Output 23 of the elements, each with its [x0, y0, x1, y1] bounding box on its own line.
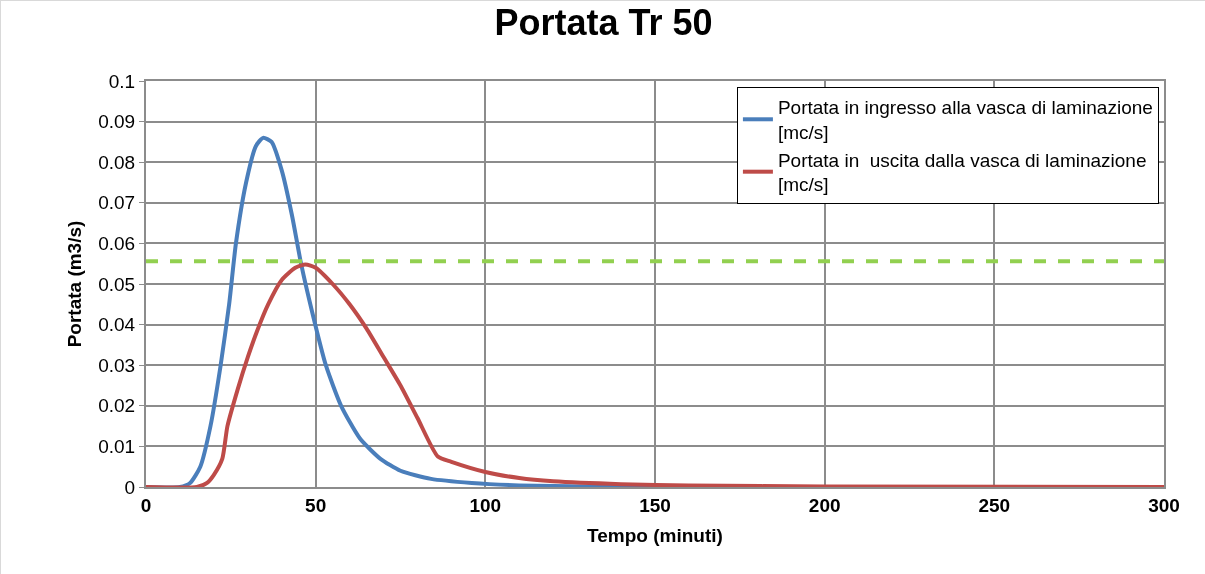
- y-tick-label: 0.05: [98, 273, 136, 295]
- chart-title: Portata Tr 50: [494, 1, 713, 43]
- x-tick-label: 150: [639, 494, 671, 516]
- y-tick-label: 0.09: [98, 111, 136, 133]
- y-tick-label: 0.01: [98, 436, 136, 458]
- legend-label: Portata in ingresso alla vasca di laminazione [mc/s]: [777, 97, 1153, 144]
- x-tick-label: 100: [469, 494, 502, 516]
- y-tick-label: 0.03: [98, 354, 136, 376]
- y-tick-label: 0.1: [108, 70, 136, 92]
- y-tick-label: 0.04: [98, 314, 136, 336]
- legend-label: Portata in uscita dalla vasca di laminazione [mc/s]: [777, 149, 1147, 196]
- x-tick-label: 0: [140, 494, 152, 516]
- y-tick-label: 0.08: [98, 151, 136, 173]
- y-tick-label: 0.07: [98, 192, 136, 214]
- y-axis-title: Portata (m3/s): [63, 220, 85, 348]
- y-tick-label: 0.02: [98, 395, 136, 417]
- x-axis-title: Tempo (minuti): [587, 525, 723, 547]
- x-tick-label: 200: [808, 494, 841, 516]
- x-tick-label: 250: [978, 494, 1011, 516]
- y-tick-label: 0.06: [98, 233, 136, 255]
- x-tick-label: 50: [305, 494, 327, 516]
- y-tick-label: 0: [124, 476, 136, 498]
- x-tick-label: 300: [1148, 494, 1180, 516]
